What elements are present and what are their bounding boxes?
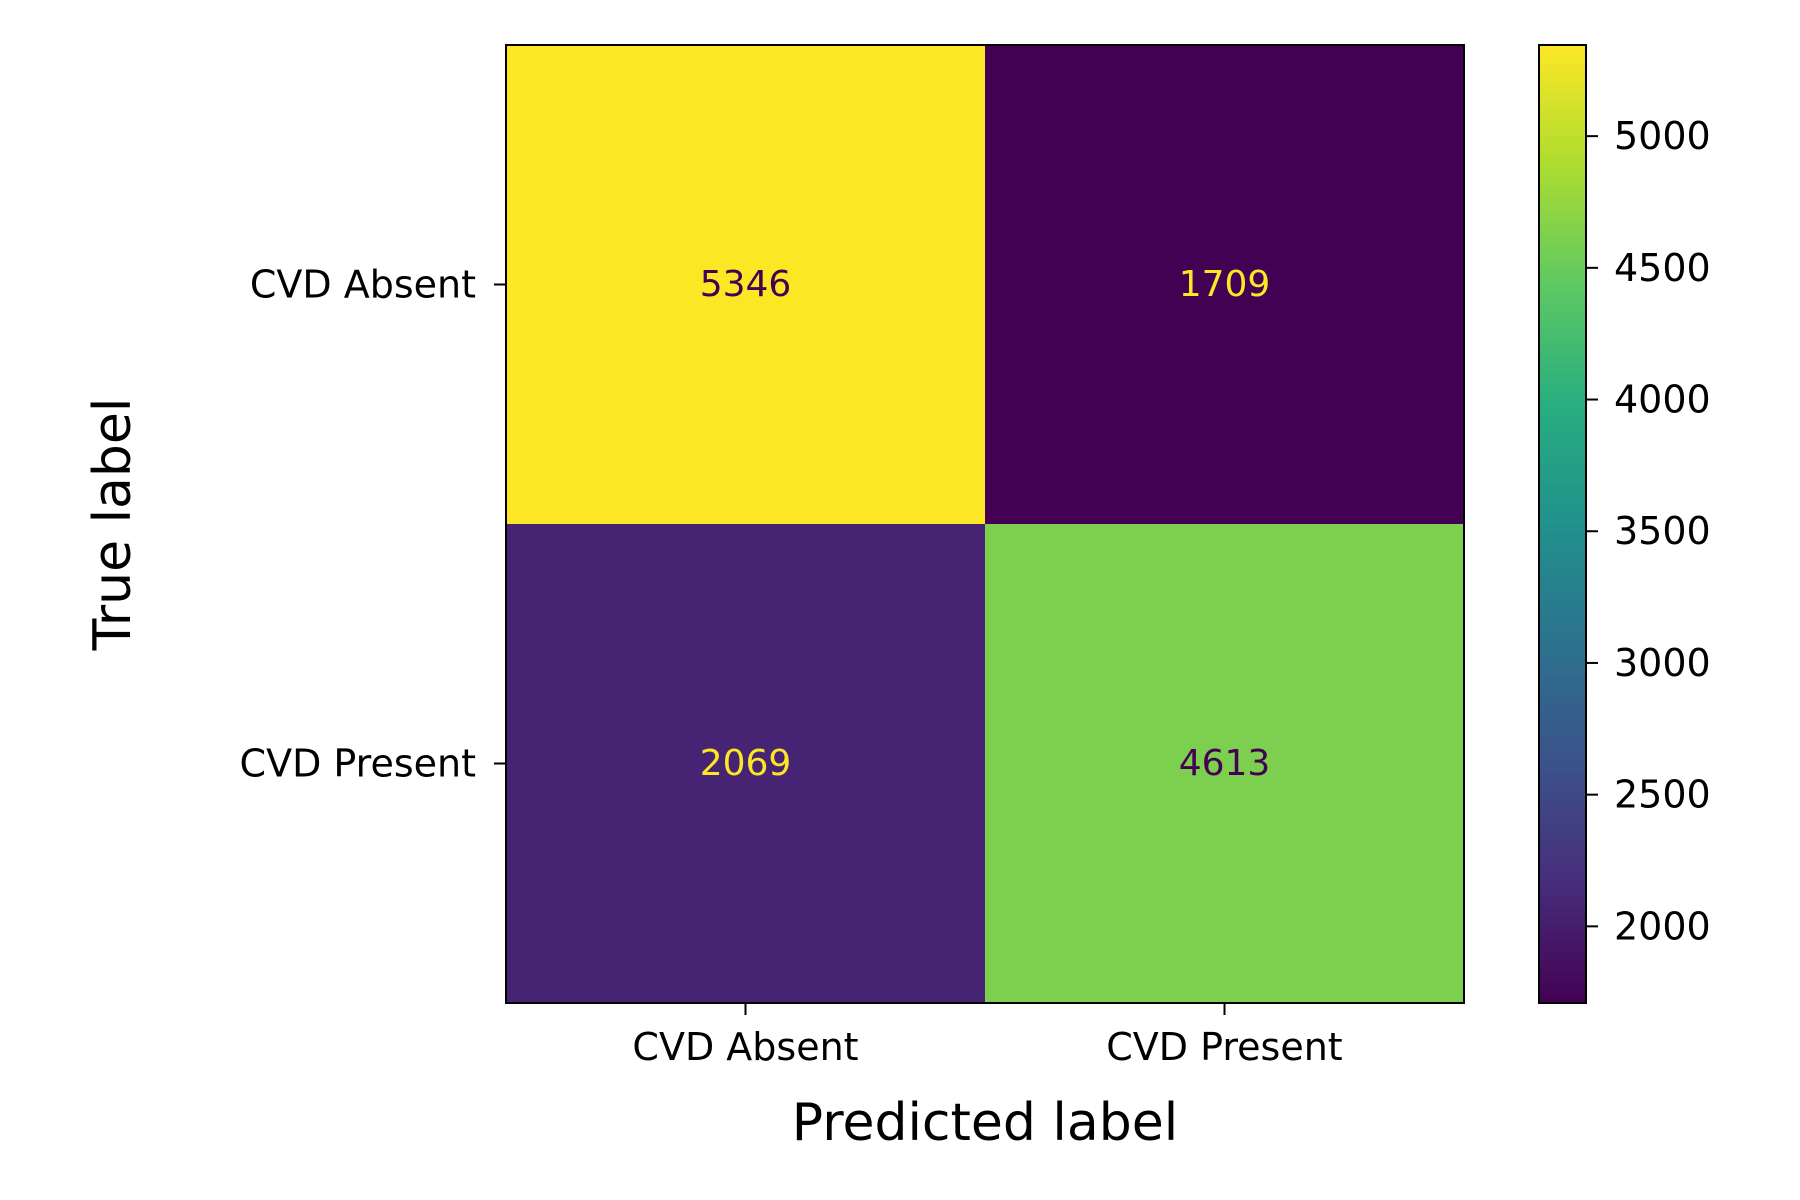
cell-value-label: 4613: [1179, 743, 1271, 784]
heatmap-cell: [506, 45, 986, 525]
heatmap-cell: [985, 524, 1465, 1004]
cell-value-label: 5346: [700, 264, 792, 305]
colorbar-tick-label: 3500: [1614, 509, 1711, 553]
x-tick-label: CVD Present: [1106, 1025, 1342, 1069]
y-axis-title: True label: [83, 398, 143, 652]
colorbar-tick-label: 2500: [1614, 773, 1711, 817]
plot-frame: [505, 44, 1465, 1004]
colorbar-tick-label: 4500: [1614, 246, 1711, 290]
colorbar: [1538, 44, 1587, 1004]
cell-value-label: 1709: [1179, 264, 1271, 305]
x-axis: CVD Absent CVD Present: [632, 1003, 1343, 1069]
colorbar-tick-label: 5000: [1614, 114, 1711, 158]
heatmap-cell: [985, 45, 1465, 525]
colorbar-tick-label: 3000: [1614, 641, 1711, 685]
x-tick-label: CVD Absent: [632, 1025, 858, 1069]
colorbar-tick-label: 2000: [1614, 904, 1711, 948]
heatmap-cell: [506, 524, 986, 1004]
cell-value-label: 2069: [700, 743, 792, 784]
heatmap-cells: 5346 1709 2069 4613: [506, 45, 1465, 1004]
y-axis: CVD Absent CVD Present: [240, 263, 506, 786]
colorbar-axis: 2000 2500 3000 3500 4000 4500 5000: [1586, 114, 1711, 948]
y-tick-label: CVD Present: [240, 742, 476, 786]
x-axis-title: Predicted label: [792, 1093, 1178, 1153]
y-tick-label: CVD Absent: [250, 263, 476, 307]
colorbar-tick-label: 4000: [1614, 378, 1711, 422]
